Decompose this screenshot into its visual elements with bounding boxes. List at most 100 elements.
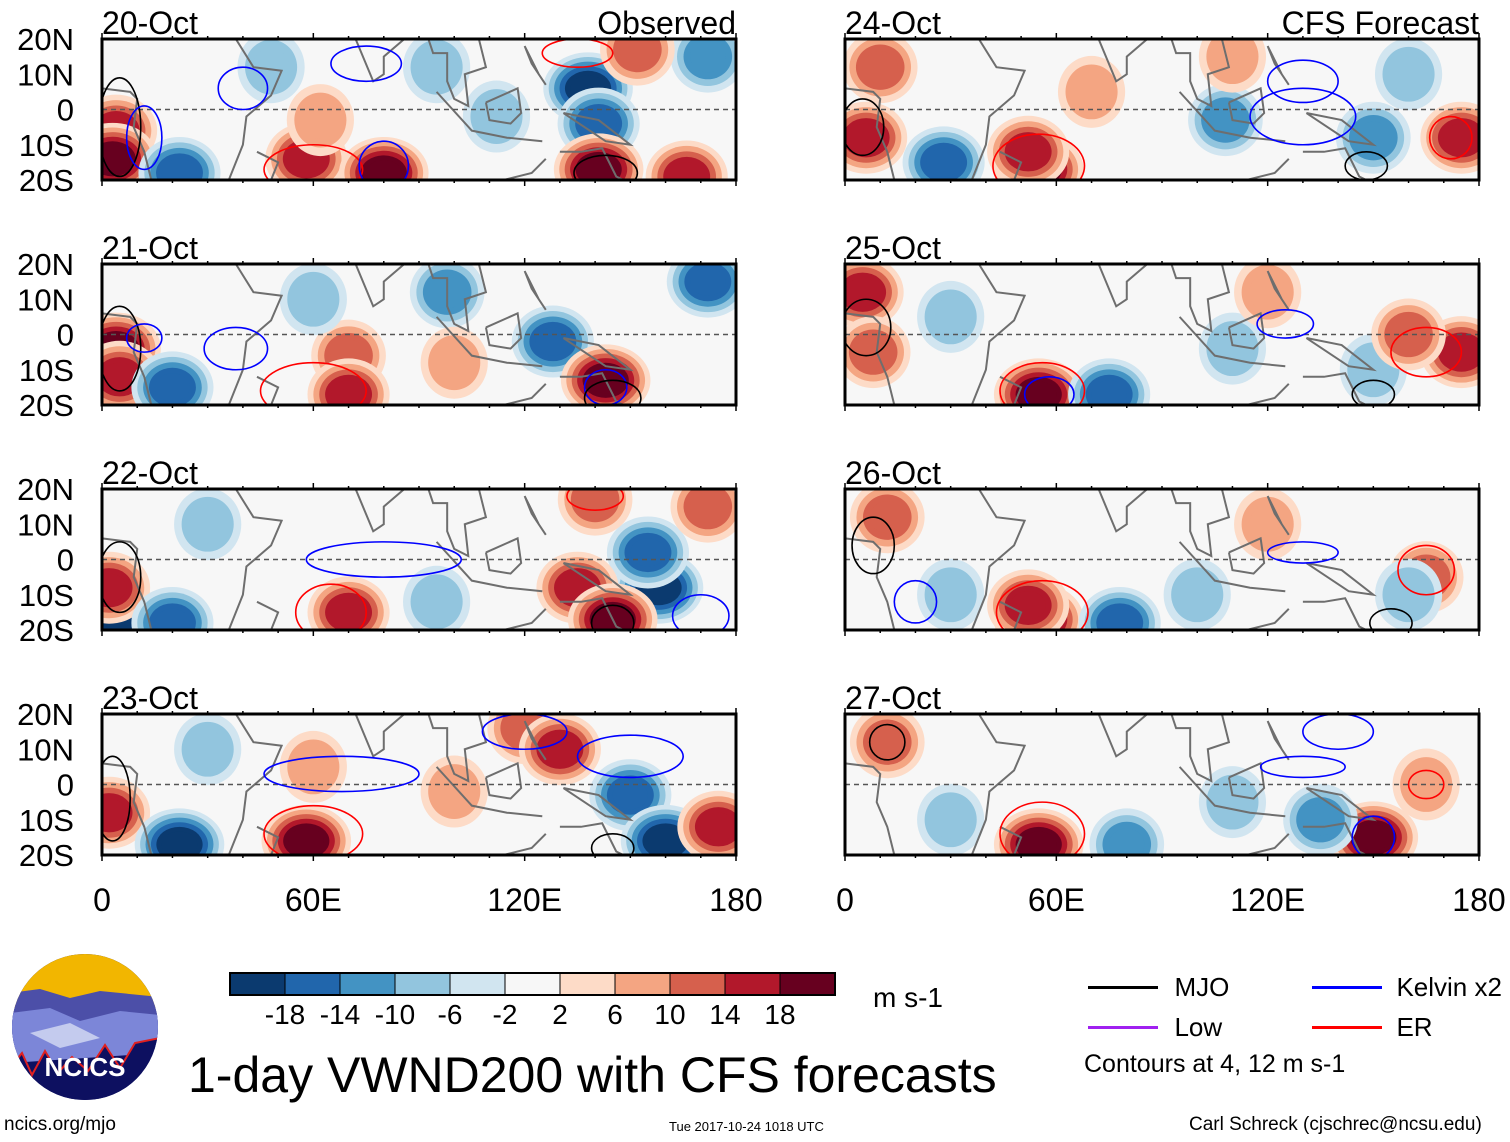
er-contour bbox=[1407, 769, 1445, 800]
coastline bbox=[503, 158, 547, 180]
anomaly-mark bbox=[1420, 316, 1479, 389]
mjo-contour bbox=[102, 305, 142, 392]
colorbar-label: 6 bbox=[607, 999, 623, 1030]
coastline bbox=[302, 714, 488, 783]
colorbar-label: 10 bbox=[654, 999, 685, 1030]
legend-label: MJO bbox=[1174, 972, 1230, 1002]
coastline bbox=[435, 91, 543, 143]
coastline bbox=[562, 337, 634, 372]
coastline bbox=[435, 766, 543, 818]
mjo-contour bbox=[583, 379, 642, 405]
kelvin-contour bbox=[125, 323, 163, 353]
legend-low: Low bbox=[1088, 1012, 1222, 1043]
y-tick-label: 0 bbox=[57, 93, 74, 128]
panel-27-Oct: 27-Oct 0 60E 120E 180 bbox=[836, 680, 1506, 918]
anomaly-mark bbox=[670, 489, 736, 543]
coastline bbox=[562, 562, 634, 597]
coastline bbox=[1305, 337, 1377, 372]
colorbar-swatch bbox=[339, 972, 396, 996]
y-tick-label: 10S bbox=[19, 128, 74, 163]
colorbar-label: 14 bbox=[709, 999, 740, 1030]
legend-kelvin: Kelvin x2 bbox=[1312, 972, 1502, 1003]
y-tick-label: 20N bbox=[17, 22, 74, 57]
anomaly-mark bbox=[1336, 101, 1411, 174]
anomaly-mark bbox=[1078, 586, 1161, 630]
coastline bbox=[256, 150, 280, 180]
coastline bbox=[1227, 761, 1266, 800]
anomaly-mark bbox=[670, 39, 736, 93]
kelvin-contour bbox=[1023, 376, 1075, 405]
coastline bbox=[845, 312, 896, 405]
colorbar-units: m s-1 bbox=[873, 982, 943, 1013]
coastline bbox=[562, 787, 634, 822]
legend-label: Kelvin x2 bbox=[1396, 972, 1502, 1002]
colorbar-label: -18 bbox=[265, 999, 305, 1030]
er-contour bbox=[566, 489, 625, 511]
y-tick-label: 10N bbox=[17, 57, 74, 92]
coastline bbox=[1178, 766, 1286, 818]
mjo-contour bbox=[102, 755, 131, 842]
kelvin-contour bbox=[1259, 755, 1346, 779]
anomaly-mark bbox=[138, 136, 221, 180]
x-tick-label: 60E bbox=[285, 882, 342, 918]
er-contour bbox=[541, 39, 614, 68]
anomaly-mark bbox=[849, 714, 925, 779]
anomaly-mark bbox=[279, 730, 347, 803]
er-contour bbox=[995, 579, 1089, 630]
kelvin-contour bbox=[671, 593, 730, 630]
anomaly-mark bbox=[845, 316, 911, 389]
colorbar-swatch bbox=[724, 972, 781, 996]
coastline bbox=[845, 762, 896, 855]
column-header: Observed bbox=[597, 5, 736, 41]
coastline bbox=[970, 264, 1027, 405]
x-tick-label: 120E bbox=[487, 882, 562, 918]
coastline bbox=[559, 597, 624, 630]
coastline bbox=[102, 762, 153, 855]
credit: Carl Schreck (cjschrec@ncsu.edu) bbox=[1189, 1114, 1482, 1135]
coastline bbox=[503, 608, 547, 630]
coastline bbox=[845, 537, 896, 630]
coastline bbox=[1266, 45, 1290, 86]
er-contour bbox=[263, 143, 364, 180]
coastline bbox=[102, 312, 153, 405]
anomaly-mark bbox=[553, 133, 644, 180]
ncics-logo: NCICS bbox=[12, 954, 158, 1100]
y-tick-label: 20N bbox=[17, 697, 74, 732]
coastline bbox=[1266, 720, 1290, 761]
kelvin-contour bbox=[1266, 541, 1339, 564]
anomaly-mark bbox=[174, 489, 242, 561]
anomaly-mark bbox=[917, 280, 985, 353]
coastline bbox=[1045, 264, 1231, 333]
anomaly-mark bbox=[261, 804, 352, 855]
colorbar-swatch bbox=[229, 972, 286, 996]
anomaly-mark bbox=[1089, 808, 1165, 855]
coastline bbox=[1227, 86, 1266, 125]
coastline bbox=[302, 489, 488, 558]
er-contour bbox=[992, 133, 1086, 180]
panel-date: 24-Oct bbox=[845, 5, 941, 41]
site-link[interactable]: ncics.org/mjo bbox=[4, 1114, 116, 1135]
colorbar-swatch bbox=[559, 972, 616, 996]
legend-label: Low bbox=[1174, 1012, 1223, 1042]
coastline bbox=[559, 822, 624, 855]
panel-date: 27-Oct bbox=[845, 680, 941, 716]
coastline bbox=[256, 600, 280, 630]
anomaly-mark bbox=[131, 586, 214, 630]
anomaly-mark bbox=[1371, 298, 1446, 371]
y-tick-label: 10S bbox=[19, 353, 74, 388]
anomaly-mark bbox=[845, 101, 908, 174]
mjo-contour bbox=[102, 76, 142, 178]
coastline bbox=[302, 264, 488, 333]
kelvin-contour bbox=[305, 541, 463, 578]
anomaly-mark bbox=[518, 714, 601, 786]
coastline bbox=[1246, 158, 1290, 180]
kelvin-contour bbox=[1266, 59, 1339, 104]
coastline bbox=[523, 45, 547, 86]
panel-24-Oct: 24-Oct CFS Forecast bbox=[843, 5, 1481, 186]
kelvin-contour bbox=[217, 66, 269, 111]
coastline bbox=[227, 39, 284, 180]
anomaly-mark bbox=[845, 264, 904, 329]
